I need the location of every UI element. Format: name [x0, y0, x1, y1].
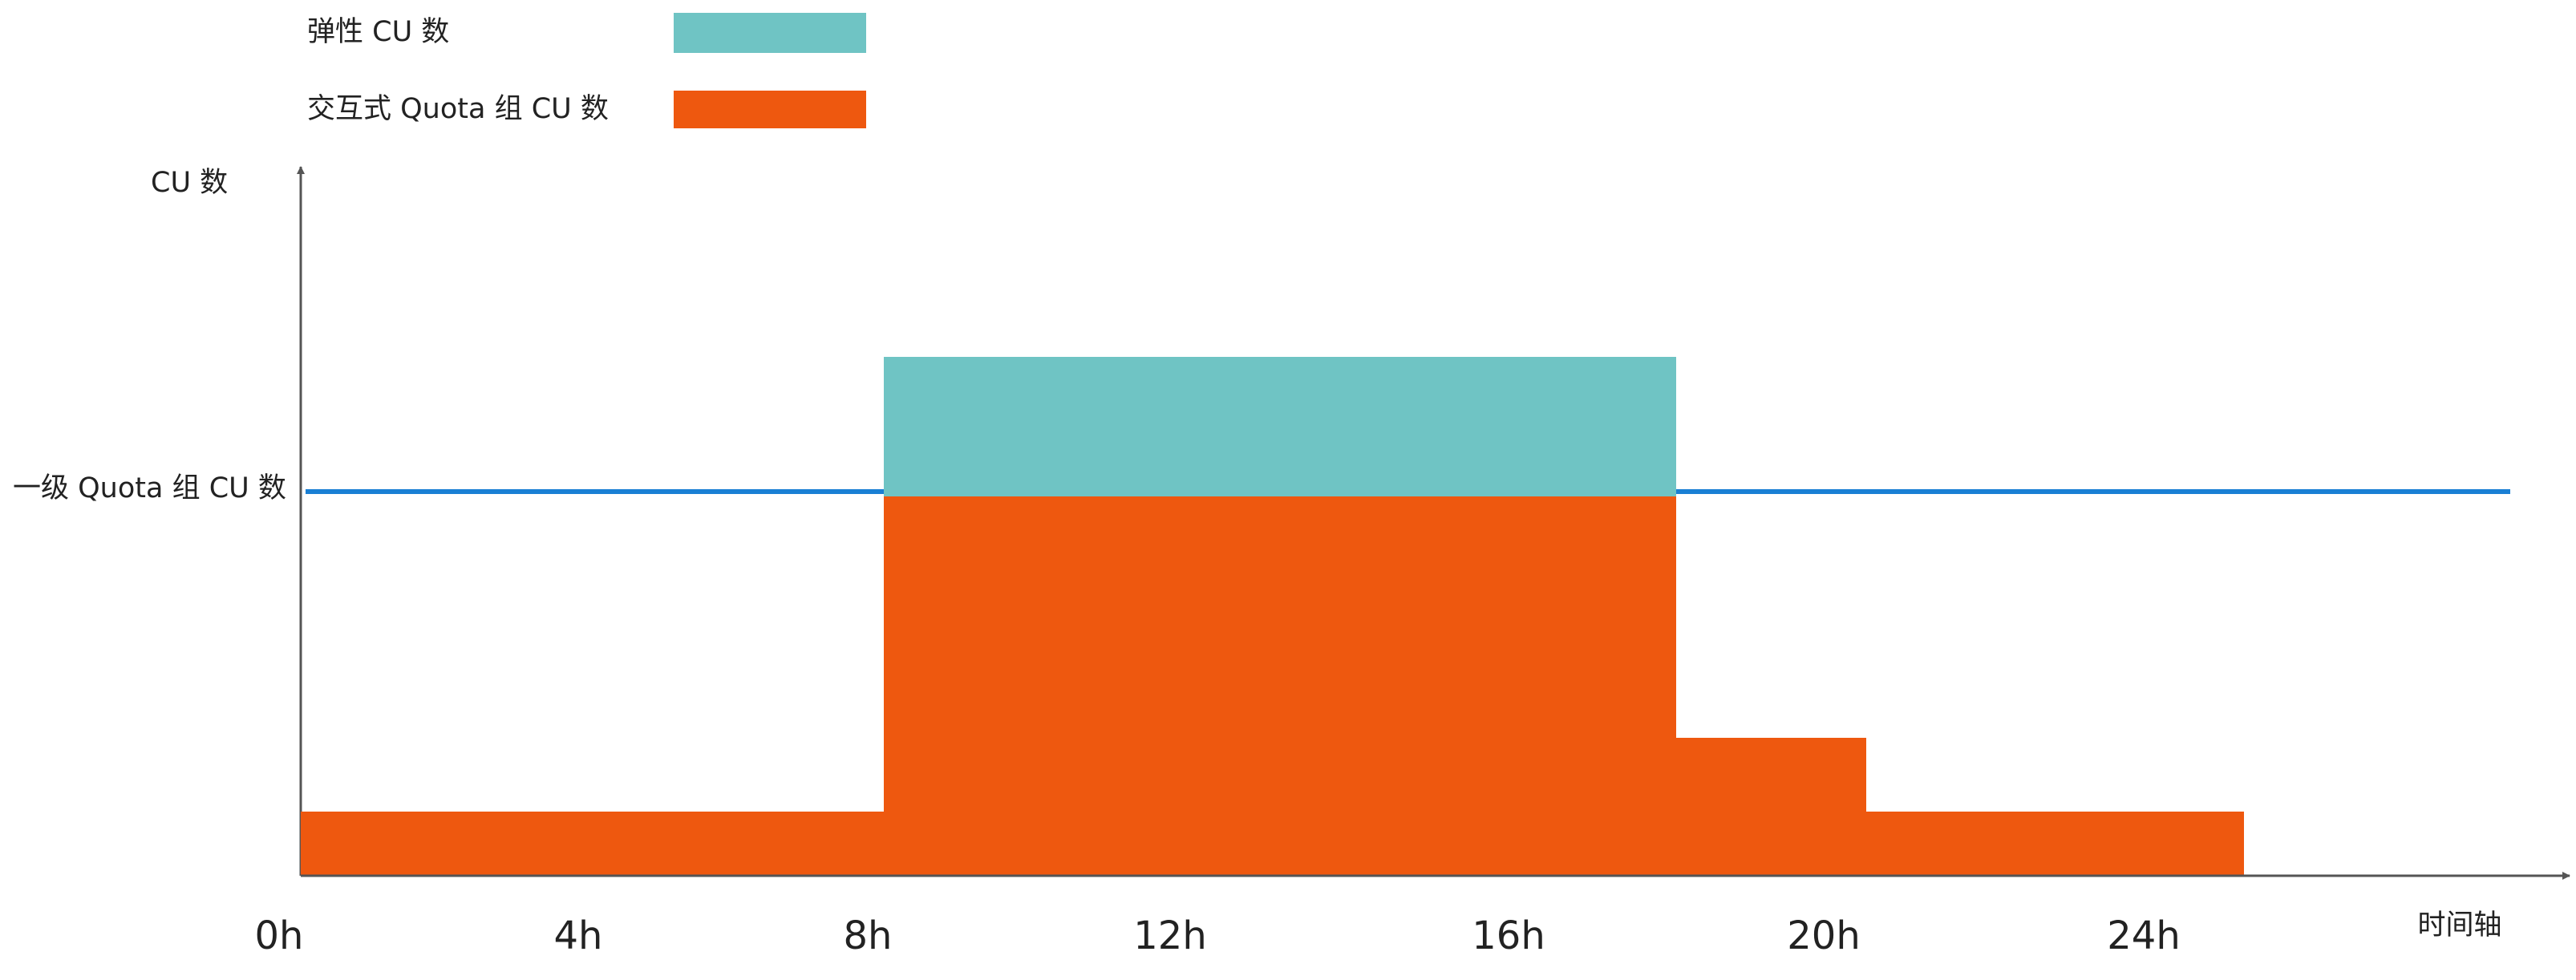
- interactive-block: [301, 812, 884, 876]
- legend-label: 交互式 Quota 组 CU 数: [307, 93, 609, 125]
- reference-label: 一级 Quota 组 CU 数: [13, 472, 286, 504]
- x-tick-label: 24h: [2107, 913, 2181, 958]
- x-tick-label: 4h: [554, 913, 603, 958]
- legend-label: 弹性 CU 数: [307, 16, 449, 48]
- legend-swatch: [674, 13, 866, 53]
- x-tick-label: 16h: [1472, 913, 1545, 958]
- legend-swatch: [674, 91, 866, 128]
- x-tick-label: 12h: [1133, 913, 1207, 958]
- y-axis-label: CU 数: [151, 167, 228, 199]
- x-tick-label: 0h: [255, 913, 304, 958]
- x-tick-label: 20h: [1787, 913, 1861, 958]
- x-axis-label: 时间轴: [2417, 909, 2501, 942]
- interactive-block: [1866, 812, 2244, 876]
- interactive-block: [884, 496, 1676, 876]
- interactive-block: [1676, 738, 1866, 876]
- x-tick-label: 8h: [844, 913, 893, 958]
- elastic-block: [884, 357, 1676, 496]
